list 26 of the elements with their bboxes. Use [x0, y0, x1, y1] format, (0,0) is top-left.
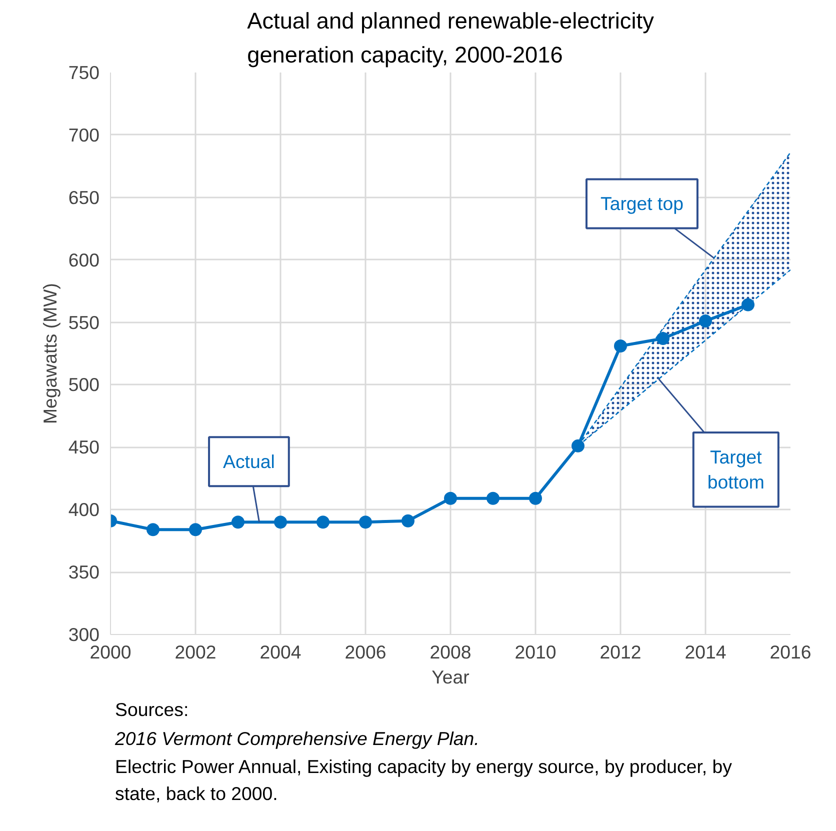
x-tick-label: 2006 — [344, 642, 386, 662]
x-tick-label: 2010 — [514, 642, 556, 662]
x-tick-label: 2014 — [684, 642, 726, 662]
x-axis-title: Year — [432, 666, 470, 688]
text: 2016 Vermont Comprehensive Energy Plan. — [115, 726, 480, 751]
text: Target bottom — [707, 446, 764, 493]
text: Actual — [223, 451, 275, 472]
source-note: Sources: — [115, 698, 190, 722]
y-tick-label: 500 — [68, 374, 100, 396]
y-tick-label: 700 — [68, 124, 100, 146]
y-tick-label: 450 — [68, 436, 100, 458]
y-tick-label: 400 — [68, 499, 100, 520]
chart-title: Actual and planned renewable-electricity generation capacity, 2000-2016 — [247, 8, 655, 68]
y-tick-label: 350 — [68, 562, 100, 583]
y-tick-label: 550 — [68, 312, 100, 333]
text: Electric Power Annual, Existing capacity by energy source, by producer, by state, back to 2000. — [115, 755, 734, 806]
y-tick-label: 650 — [68, 186, 100, 208]
x-tick-label: 2004 — [260, 642, 302, 662]
y-axis-title: Megawatts (MW) — [39, 283, 60, 424]
x-tick-label: 2002 — [174, 642, 216, 662]
x-tick-label: 2008 — [430, 642, 472, 662]
y-tick-label: 600 — [68, 249, 100, 270]
text: Target top — [600, 193, 684, 214]
x-tick-label: 2016 — [770, 642, 812, 662]
y-tick-label: 750 — [68, 62, 100, 83]
x-tick-label: 2012 — [600, 642, 642, 662]
